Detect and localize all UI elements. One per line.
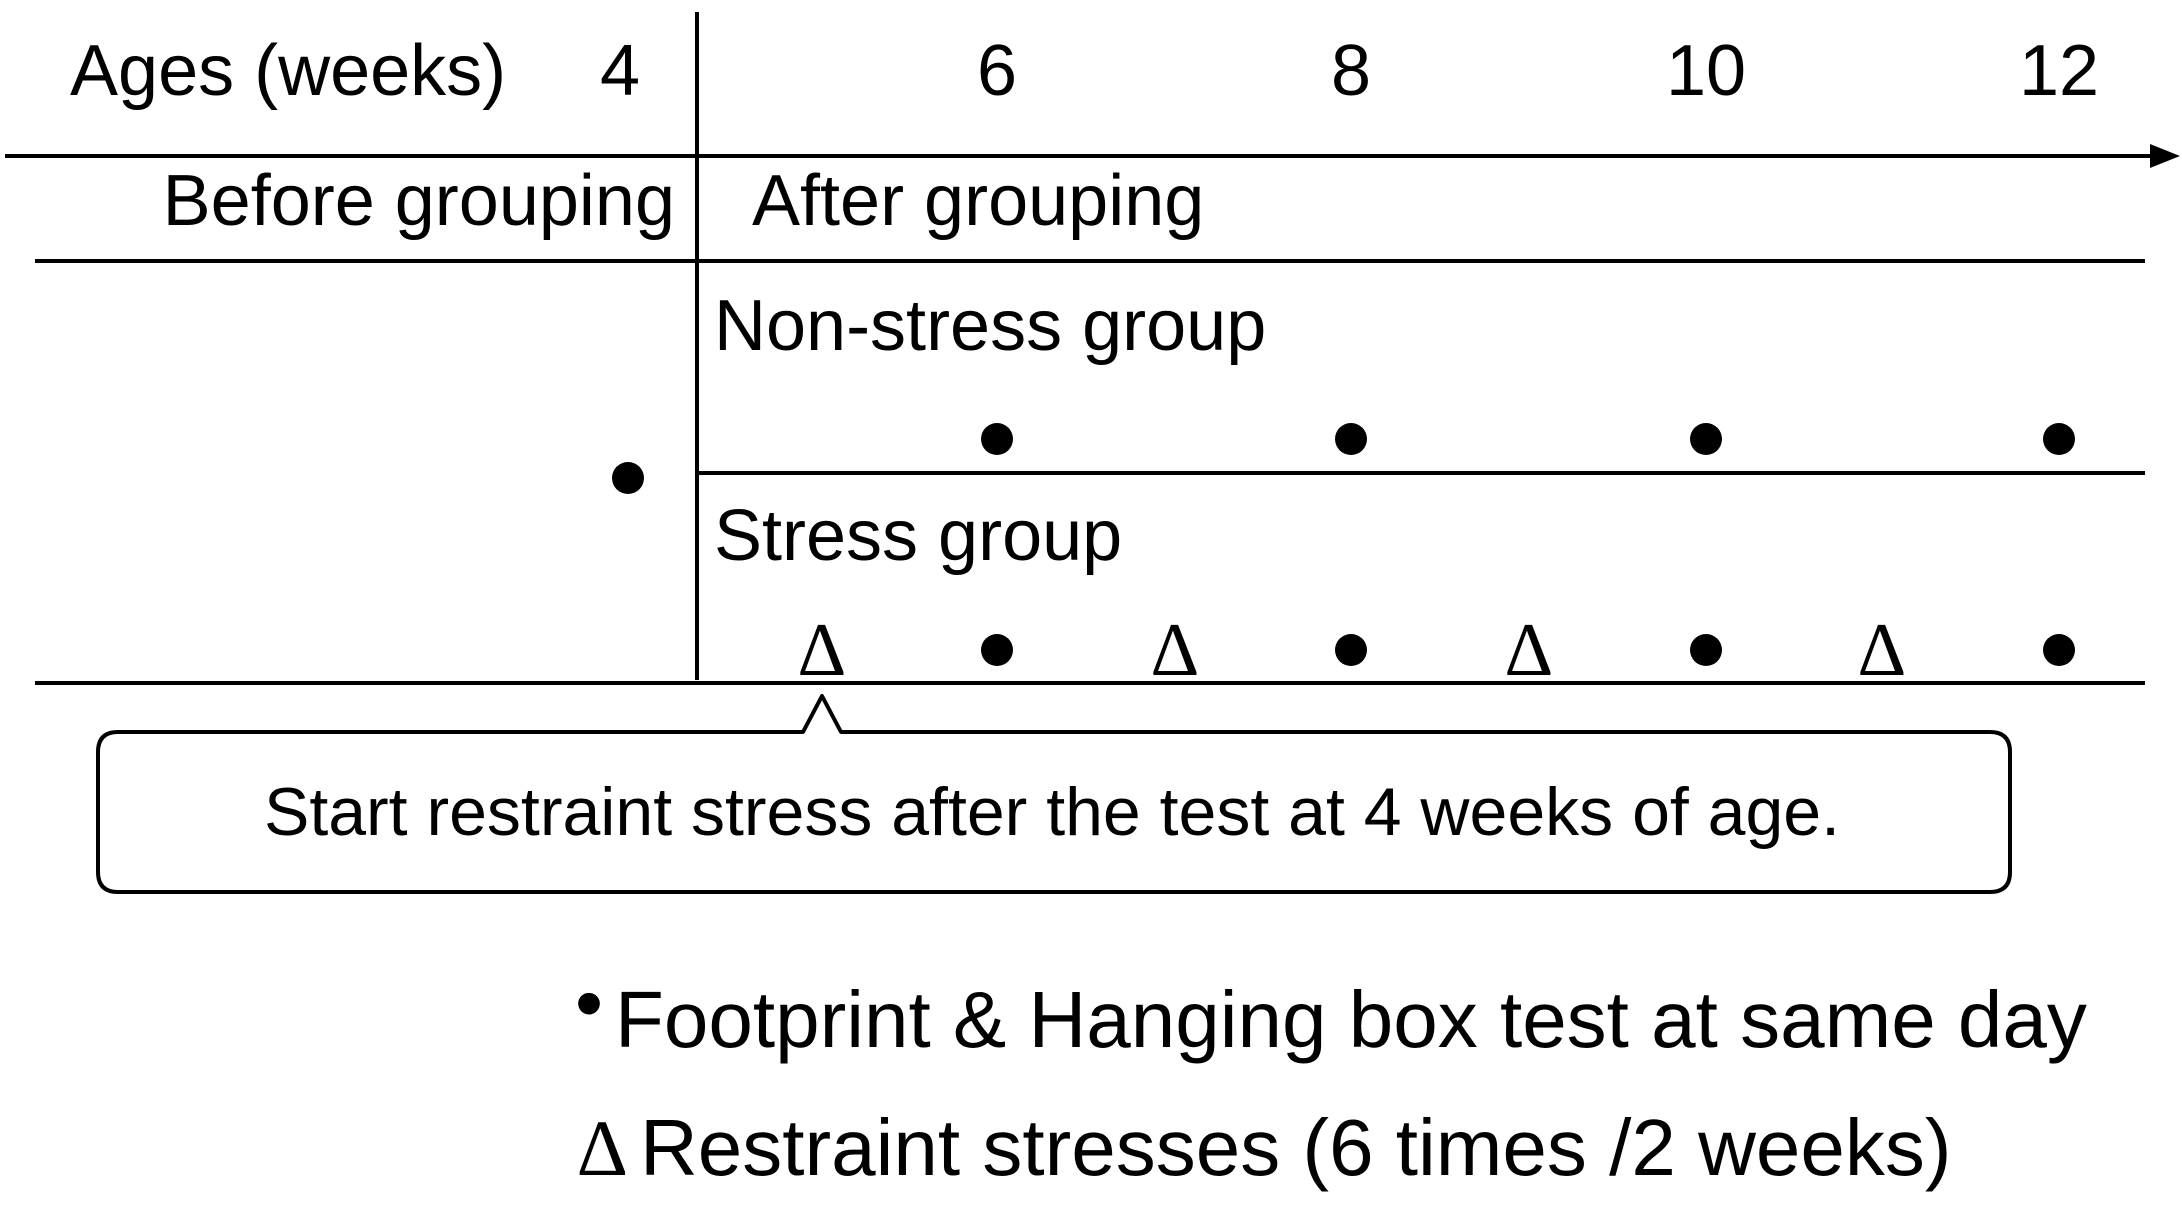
- restraint-triangle-icon: ∆: [1859, 608, 1906, 692]
- non-stress-group-label: Non-stress group: [714, 286, 1266, 366]
- restraint-triangle-icon: ∆: [799, 608, 846, 692]
- non-stress-test-dot: [2043, 423, 2075, 455]
- restraint-triangle-icon: ∆: [1152, 608, 1199, 692]
- baseline-test-dot: [612, 462, 644, 494]
- callout-text: Start restraint stress after the test at…: [264, 774, 1840, 850]
- legend-dot-text: Footprint & Hanging box test at same day: [615, 975, 2087, 1064]
- restraint-triangle-icon: ∆: [1506, 608, 1553, 692]
- non-stress-test-dot: [1690, 423, 1722, 455]
- stress-group-label: Stress group: [714, 496, 1122, 576]
- legend-triangle-text: Restraint stresses (6 times /2 weeks): [640, 1103, 1951, 1192]
- stress-test-dot: [2043, 634, 2075, 666]
- stress-test-dot: [1690, 634, 1722, 666]
- age-tick-label: 6: [977, 31, 1017, 111]
- non-stress-test-dot: [1335, 423, 1367, 455]
- arrow-head-icon: [2150, 144, 2180, 168]
- callout-box: [96, 694, 2012, 894]
- before-grouping-label: Before grouping: [163, 161, 675, 241]
- stress-test-dot: [1335, 634, 1367, 666]
- age-tick-label: 10: [1666, 31, 1746, 111]
- ages-label: Ages (weeks): [70, 31, 506, 111]
- stress-test-dot: [981, 634, 1013, 666]
- legend-triangle-icon: ∆: [578, 1105, 627, 1193]
- age-tick-label: 12: [2019, 31, 2099, 111]
- age-tick-label: 8: [1331, 31, 1371, 111]
- age-tick-label: 4: [600, 31, 640, 111]
- legend-dot-icon: •: [575, 958, 603, 1047]
- after-grouping-label: After grouping: [752, 161, 1204, 241]
- non-stress-test-dot: [981, 423, 1013, 455]
